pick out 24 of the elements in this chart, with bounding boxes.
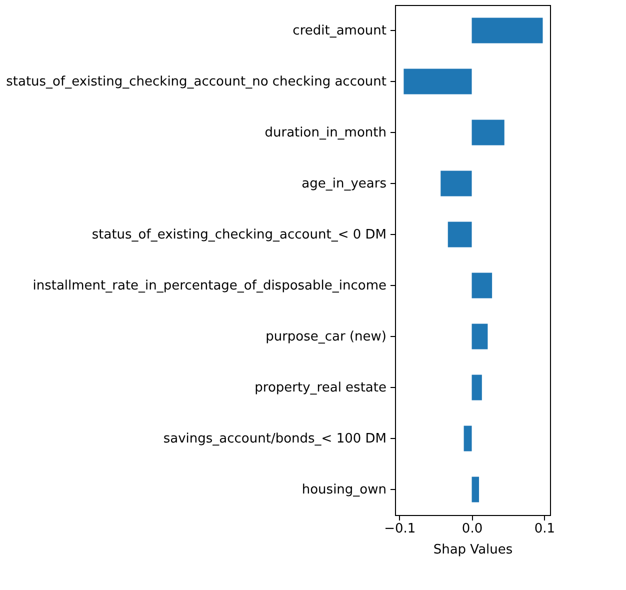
- y-tick-label: credit_amount: [292, 24, 386, 38]
- bar: [472, 374, 482, 400]
- bar: [472, 324, 488, 350]
- y-tick-label: purpose_car (new): [266, 330, 386, 344]
- x-tick-label: 0.0: [462, 522, 483, 536]
- bar: [472, 120, 504, 146]
- bar: [448, 222, 472, 248]
- x-axis-title: Shap Values: [433, 542, 513, 558]
- y-tick-label: installment_rate_in_percentage_of_disposable_income: [32, 278, 386, 294]
- y-tick-label: savings_account/bonds_< 100 DM: [163, 432, 386, 446]
- bar: [404, 68, 472, 94]
- bar: [464, 426, 472, 452]
- bar: [472, 272, 492, 298]
- bar: [472, 476, 480, 502]
- x-tick-label: −0.1: [384, 522, 416, 536]
- x-tick-label: 0.1: [534, 522, 556, 536]
- y-tick-label: age_in_years: [302, 176, 387, 192]
- y-tick-label: status_of_existing_checking_account_no checking account: [6, 74, 386, 90]
- bar: [440, 170, 472, 196]
- y-tick-label: property_real estate: [254, 380, 386, 396]
- bar: [472, 18, 543, 44]
- y-tick-label: status_of_existing_checking_account_< 0 DM: [92, 228, 386, 242]
- y-tick-label: housing_own: [302, 482, 386, 498]
- y-tick-label: duration_in_month: [264, 126, 386, 140]
